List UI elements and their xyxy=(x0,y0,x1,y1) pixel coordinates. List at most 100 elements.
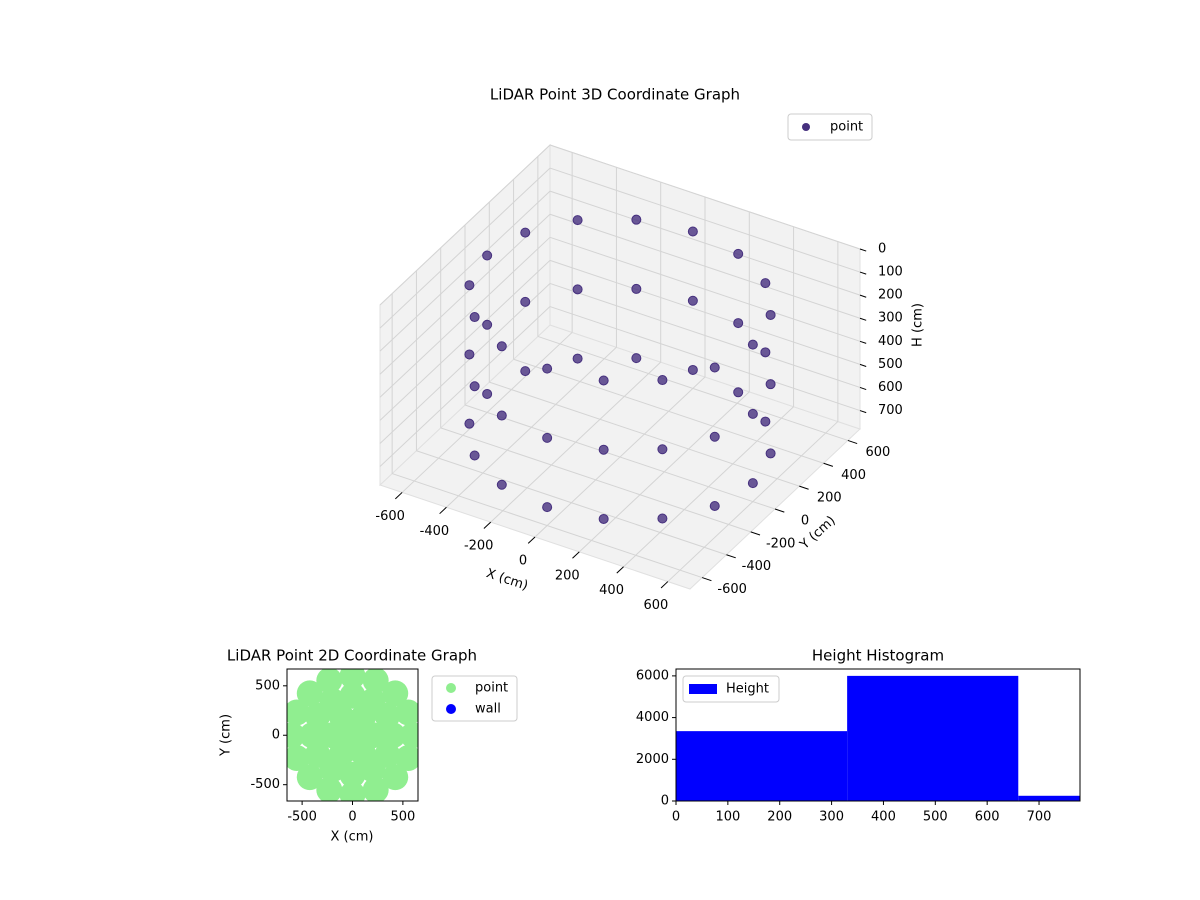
legend-marker xyxy=(689,684,717,694)
point xyxy=(339,682,366,709)
tick-mark xyxy=(439,506,447,515)
x-tick-label: 600 xyxy=(643,598,668,613)
z-tick-label: 200 xyxy=(878,288,903,303)
point xyxy=(631,214,642,225)
point xyxy=(657,375,668,386)
grid-line xyxy=(379,213,551,375)
point xyxy=(631,283,642,294)
point xyxy=(469,381,480,392)
x-tick-label: 0 xyxy=(348,810,356,825)
point xyxy=(765,448,776,459)
x-tick-label: 500 xyxy=(923,810,948,825)
tick-mark xyxy=(660,581,669,589)
x-axis-label: X (cm) xyxy=(331,830,374,845)
point xyxy=(379,722,406,749)
point xyxy=(747,339,758,350)
point xyxy=(382,764,409,791)
point xyxy=(765,379,776,390)
point xyxy=(631,353,642,364)
y-tick-label: 0 xyxy=(272,728,280,743)
tick-mark xyxy=(859,363,867,367)
point xyxy=(520,296,531,307)
point xyxy=(542,432,553,443)
grid-line xyxy=(379,283,551,444)
point xyxy=(339,669,366,689)
tick-mark xyxy=(859,248,867,252)
x-tick-label: -400 xyxy=(420,524,450,539)
point xyxy=(542,502,553,513)
grid-line xyxy=(549,190,861,296)
chart-title: LiDAR Point 3D Coordinate Graph xyxy=(490,86,740,104)
x-tick-label: -200 xyxy=(464,539,494,554)
y-tick-label: 600 xyxy=(865,445,890,460)
tick-mark xyxy=(701,577,712,582)
tick-mark xyxy=(799,485,809,490)
point xyxy=(733,248,744,259)
y-tick-label: -600 xyxy=(717,582,747,597)
tick-mark xyxy=(774,508,785,513)
grid-line xyxy=(379,306,551,467)
y-tick-label: -400 xyxy=(742,559,772,574)
point xyxy=(542,363,553,374)
point xyxy=(760,416,771,427)
point xyxy=(287,722,306,749)
y-tick-label: 0 xyxy=(661,794,669,809)
grid-line xyxy=(549,144,861,250)
tick-mark xyxy=(395,492,403,500)
point xyxy=(374,742,401,769)
grid-line xyxy=(379,236,551,398)
tick-mark xyxy=(483,521,492,529)
point xyxy=(765,309,776,320)
point xyxy=(520,227,531,238)
y-tick-label: 200 xyxy=(817,491,842,506)
z-tick-label: 400 xyxy=(878,334,903,349)
point xyxy=(760,278,771,289)
grid-line xyxy=(549,259,861,365)
legend-label: wall xyxy=(475,702,501,717)
chart-title: LiDAR Point 2D Coordinate Graph xyxy=(227,647,477,665)
point xyxy=(382,680,409,707)
point xyxy=(399,722,418,749)
x-tick-label: 0 xyxy=(672,810,680,825)
point xyxy=(572,353,583,364)
point xyxy=(598,513,609,524)
tick-mark xyxy=(823,462,834,467)
legend-label: point xyxy=(830,120,863,135)
z-axis-label: H (cm) xyxy=(911,303,926,347)
point xyxy=(572,284,583,295)
point xyxy=(598,444,609,455)
x-tick-label: 400 xyxy=(599,583,624,598)
grid-line xyxy=(513,358,824,464)
point xyxy=(572,215,583,226)
tick-mark xyxy=(527,536,536,544)
tick-mark xyxy=(859,317,867,321)
z-tick-label: 700 xyxy=(878,403,903,418)
point xyxy=(339,761,366,788)
x-tick-label: 400 xyxy=(871,810,896,825)
y-tick-label: -200 xyxy=(766,536,796,551)
y-tick-label: 500 xyxy=(255,678,280,693)
point xyxy=(747,408,758,419)
x-tick-label: 600 xyxy=(975,810,1000,825)
z-tick-label: 600 xyxy=(878,380,903,395)
x-tick-label: 0 xyxy=(519,554,527,569)
point xyxy=(496,479,507,490)
tick-mark xyxy=(859,410,867,414)
point xyxy=(287,699,310,726)
point xyxy=(687,226,698,237)
legend-box xyxy=(682,675,780,703)
legend-marker xyxy=(802,123,810,131)
point xyxy=(395,699,418,726)
point xyxy=(657,513,668,524)
point xyxy=(299,722,326,749)
point xyxy=(709,431,720,442)
bar xyxy=(847,675,1019,801)
point xyxy=(496,410,507,421)
x-tick-label: 100 xyxy=(715,810,740,825)
tick-mark xyxy=(616,566,624,574)
point xyxy=(359,688,386,715)
point xyxy=(520,366,531,377)
z-tick-label: 0 xyxy=(878,242,886,257)
point xyxy=(496,341,507,352)
